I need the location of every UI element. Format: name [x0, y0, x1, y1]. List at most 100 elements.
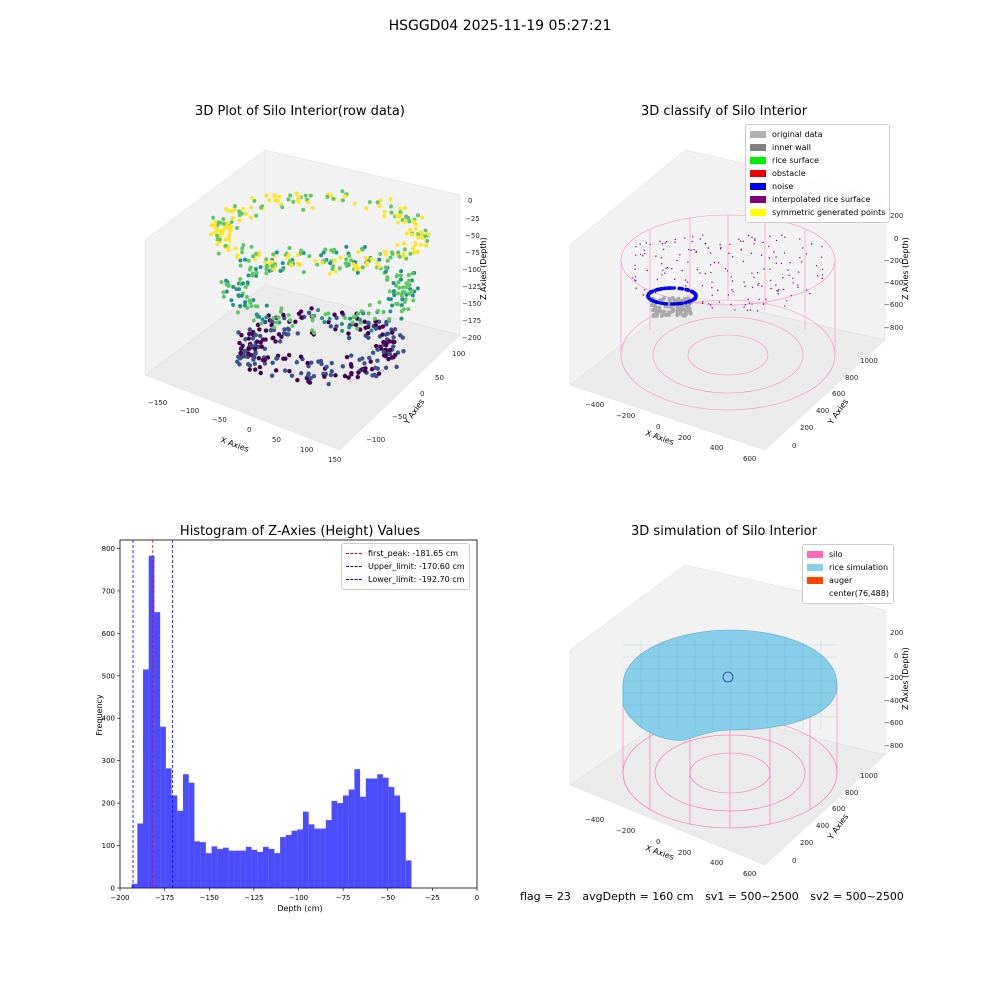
- data-point: [289, 263, 294, 268]
- data-point: [350, 320, 355, 325]
- classified-points: [631, 234, 824, 318]
- interpolated-point: [664, 242, 666, 244]
- interpolated-point: [686, 281, 689, 284]
- data-point: [252, 361, 258, 367]
- noise-point: [669, 302, 674, 306]
- raw-ztick: 0: [468, 197, 472, 205]
- interpolated-point: [662, 248, 665, 251]
- original-point: [670, 308, 675, 313]
- legend-item: silo: [807, 548, 889, 561]
- data-point: [398, 277, 403, 282]
- data-point: [237, 294, 242, 299]
- noise-point: [662, 286, 667, 291]
- data-point: [383, 265, 388, 270]
- data-point: [306, 371, 311, 376]
- data-point: [355, 270, 360, 275]
- flag-text: flag = 23: [520, 890, 571, 903]
- data-point: [398, 213, 403, 218]
- data-point: [262, 361, 268, 366]
- data-point: [388, 309, 393, 314]
- data-point: [399, 269, 404, 274]
- data-point: [423, 243, 428, 248]
- interpolated-point: [699, 272, 701, 274]
- interpolated-point: [679, 254, 681, 256]
- data-point: [406, 272, 411, 277]
- interpolated-point: [688, 249, 690, 251]
- data-point: [362, 319, 367, 324]
- classify-xtick: 200: [678, 434, 691, 442]
- data-point: [246, 351, 251, 356]
- data-point: [291, 199, 296, 204]
- data-point: [391, 344, 396, 349]
- histogram-bar: [354, 769, 361, 888]
- data-point: [387, 351, 393, 357]
- data-point: [290, 323, 295, 328]
- interpolated-point: [693, 248, 695, 251]
- data-point: [403, 297, 408, 302]
- data-point: [209, 223, 214, 228]
- data-point: [389, 330, 395, 335]
- data-point: [382, 214, 387, 219]
- legend-swatch: [807, 564, 823, 571]
- data-point: [215, 242, 220, 247]
- data-point: [377, 257, 382, 262]
- legend-label: original data: [772, 130, 823, 139]
- data-point: [342, 373, 348, 379]
- data-point: [325, 195, 330, 200]
- data-point: [413, 242, 418, 247]
- raw-ztick: −50: [465, 232, 480, 240]
- data-point: [420, 235, 425, 240]
- interpolated-point: [701, 301, 704, 303]
- data-point: [377, 264, 382, 269]
- interpolated-point: [641, 254, 644, 257]
- x-tick-label: −50: [380, 894, 395, 902]
- interpolated-point: [711, 281, 713, 283]
- data-point: [273, 198, 278, 203]
- data-point: [348, 353, 354, 358]
- data-point: [235, 226, 240, 231]
- original-point: [682, 297, 687, 302]
- original-point: [661, 296, 666, 301]
- data-point: [383, 365, 389, 370]
- interpolated-point: [744, 285, 746, 288]
- interpolated-point: [685, 285, 687, 287]
- data-point: [398, 210, 403, 215]
- data-point: [373, 323, 379, 328]
- data-point: [260, 317, 265, 322]
- data-point: [279, 306, 284, 311]
- classify-ztick: 200: [890, 212, 903, 220]
- data-point: [333, 373, 338, 378]
- raw-plot-title: 3D Plot of Silo Interior(row data): [195, 104, 405, 119]
- data-point: [384, 252, 389, 257]
- y-tick-label: 700: [102, 587, 115, 595]
- data-point: [309, 360, 314, 365]
- silo-center-marker: [722, 671, 734, 683]
- raw-ytick: −50: [392, 413, 407, 421]
- figure-title: HSGGD04 2025-11-19 05:27:21: [388, 18, 612, 34]
- data-point: [281, 312, 286, 318]
- data-point: [269, 373, 275, 378]
- interpolated-point: [738, 238, 740, 240]
- data-point: [294, 191, 299, 196]
- interpolated-point: [747, 234, 750, 237]
- data-point: [328, 261, 333, 266]
- data-point: [404, 231, 409, 236]
- data-point: [249, 304, 254, 309]
- data-point: [369, 257, 374, 262]
- histogram-bar: [245, 846, 252, 888]
- data-point: [282, 368, 288, 373]
- legend-swatch: [750, 209, 766, 216]
- interpolated-point: [707, 247, 710, 249]
- noise-point: [675, 301, 680, 306]
- data-point: [244, 294, 249, 299]
- data-point: [272, 325, 277, 330]
- data-point: [385, 258, 390, 263]
- classify-ztick: −200: [884, 257, 903, 265]
- data-point: [332, 247, 337, 252]
- histogram-bar: [377, 774, 383, 888]
- data-point: [370, 350, 376, 355]
- data-point: [264, 303, 269, 308]
- interpolated-point: [639, 243, 641, 245]
- histogram-bar: [165, 768, 172, 888]
- interpolated-point: [731, 280, 734, 282]
